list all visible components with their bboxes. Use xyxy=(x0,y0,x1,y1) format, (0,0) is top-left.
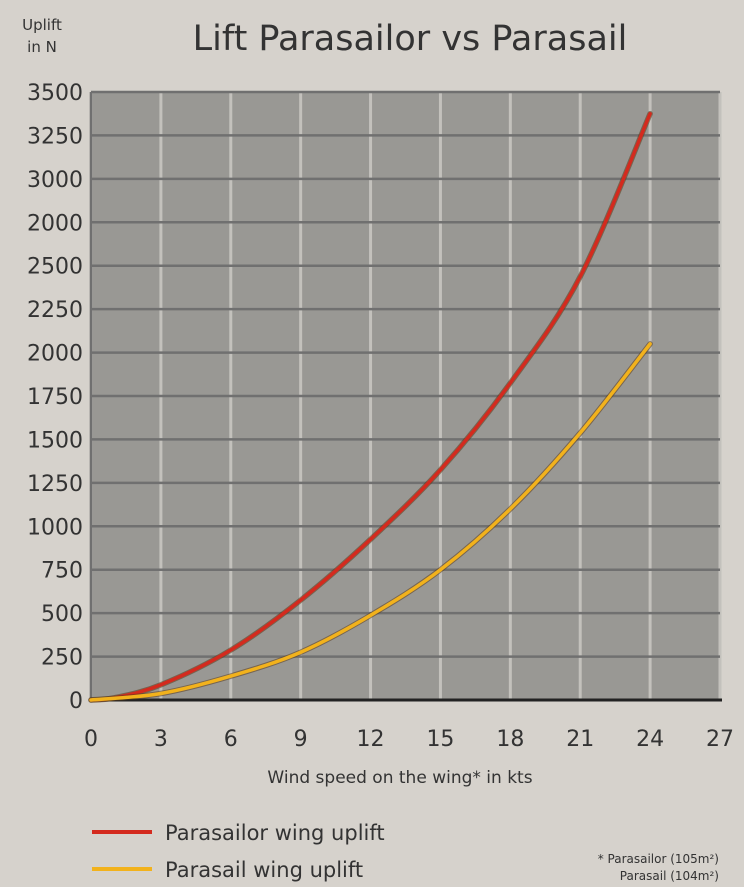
y-tick-label: 2250 xyxy=(27,298,83,323)
y-tick-label: 3500 xyxy=(27,81,83,106)
x-tick-label: 12 xyxy=(357,727,385,752)
y-tick-label: 500 xyxy=(41,602,83,627)
y-tick-label: 2000 xyxy=(27,211,83,236)
y-tick-labels: 0 250 500 750 1000 1250 1500 1750 2000 2250 2500 20… xyxy=(27,81,83,714)
chart-title: Lift Parasailor vs Parasail xyxy=(193,19,628,59)
y-tick-label: 2500 xyxy=(27,255,83,280)
x-tick-label: 27 xyxy=(706,727,734,752)
y-tick-label: 3000 xyxy=(27,168,83,193)
x-axis-label: Wind speed on the wing* in kts xyxy=(267,768,532,788)
y-tick-label: 2000 xyxy=(27,342,83,367)
y-tick-label: 1000 xyxy=(27,515,83,540)
y-tick-label: 1250 xyxy=(27,472,83,497)
legend-label-parasail: Parasail wing uplift xyxy=(165,858,363,882)
x-tick-label: 3 xyxy=(154,727,168,752)
x-tick-label: 9 xyxy=(294,727,308,752)
y-axis-label-line2: in N xyxy=(27,38,57,56)
x-tick-label: 24 xyxy=(636,727,664,752)
grid xyxy=(89,90,722,702)
x-tick-label: 18 xyxy=(496,727,524,752)
y-axis-label-line1: Uplift xyxy=(22,16,62,34)
x-tick-labels: 0 3 6 9 12 15 18 21 24 27 xyxy=(84,727,734,752)
y-tick-label: 3250 xyxy=(27,124,83,149)
footnote-line1: * Parasailor (105m²) xyxy=(598,852,719,866)
y-tick-label: 750 xyxy=(41,559,83,584)
y-tick-label: 1750 xyxy=(27,385,83,410)
legend-label-parasailor: Parasailor wing uplift xyxy=(165,821,385,845)
legend: Parasailor wing uplift Parasail wing upl… xyxy=(92,821,385,882)
x-tick-label: 6 xyxy=(224,727,238,752)
x-tick-label: 21 xyxy=(566,727,594,752)
y-tick-label: 1500 xyxy=(27,428,83,453)
series-line-1 xyxy=(89,342,652,702)
series-lines xyxy=(88,110,653,703)
y-tick-label: 0 xyxy=(69,689,83,714)
x-tick-label: 0 xyxy=(84,727,98,752)
x-tick-label: 15 xyxy=(426,727,454,752)
y-tick-label: 250 xyxy=(41,646,83,671)
series-line-0 xyxy=(89,111,652,702)
footnote-line2: Parasail (104m²) xyxy=(620,869,719,883)
